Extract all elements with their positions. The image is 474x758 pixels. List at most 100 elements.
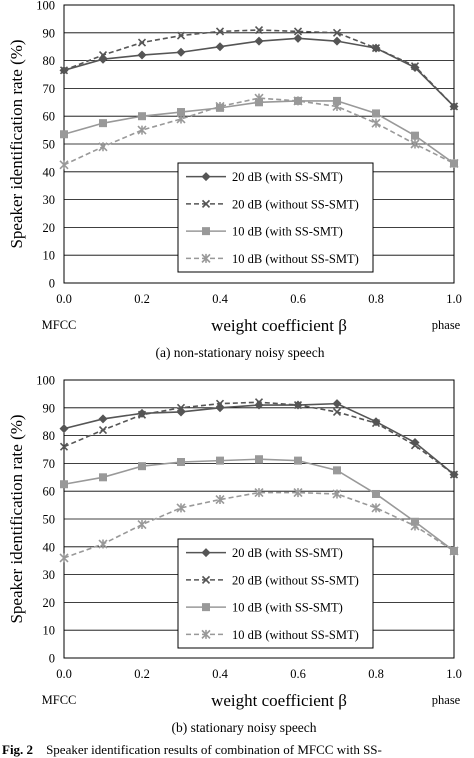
- star-marker: [410, 521, 420, 531]
- series-4: [59, 488, 459, 563]
- legend-entry-4: 10 dB (without SS-SMT): [232, 252, 359, 266]
- legend-entry-4: 10 dB (without SS-SMT): [232, 628, 359, 642]
- legend-box: [177, 538, 374, 649]
- diamond-marker: [215, 42, 225, 52]
- series-line: [63, 458, 455, 552]
- star-marker: [137, 519, 147, 530]
- x-marker: [201, 575, 211, 584]
- diamond-marker: [332, 36, 342, 46]
- square-marker: [177, 108, 185, 117]
- legend-box: [177, 162, 374, 273]
- x-tick-label: 0.8: [368, 292, 384, 306]
- y-tick-label: 50: [43, 513, 56, 527]
- star-marker: [215, 494, 225, 505]
- x-marker: [293, 400, 303, 410]
- series-line: [63, 97, 455, 166]
- chart-caption: (b) stationary noisy speech: [171, 720, 316, 735]
- legend-entry-3: 10 dB (with SS-SMT): [232, 225, 343, 239]
- x-tick-label: 0.4: [212, 667, 228, 681]
- star-marker: [254, 93, 264, 103]
- x-right-label: phase: [432, 318, 461, 332]
- star-marker: [371, 118, 381, 128]
- legend: 20 dB (with SS-SMT) 20 dB (without SS-SMT…: [177, 538, 374, 649]
- y-tick-label: 90: [43, 26, 56, 40]
- star-marker: [137, 125, 147, 135]
- diamond-marker: [98, 414, 108, 424]
- x-marker: [371, 419, 381, 428]
- y-tick-label: 100: [36, 0, 55, 13]
- square-marker: [177, 458, 185, 467]
- x-marker: [371, 44, 381, 53]
- square-marker: [99, 119, 107, 128]
- diamond-marker: [293, 33, 303, 43]
- x-marker: [201, 199, 211, 208]
- chart-a: 0 10 20 30 40 50 60 70 80 90 100 0.0 0.2 0.4 0.6 0.8 1.0…: [7, 0, 462, 360]
- y-tick-label: 20: [43, 596, 56, 610]
- star-marker: [410, 139, 420, 149]
- x-marker: [332, 28, 342, 37]
- series-line: [63, 491, 455, 559]
- x-marker: [137, 38, 147, 47]
- x-marker: [410, 441, 420, 450]
- x-right-label: phase: [432, 693, 461, 707]
- diamond-marker: [59, 424, 69, 434]
- square-marker: [202, 603, 210, 612]
- legend-entry-2: 20 dB (without SS-SMT): [232, 573, 359, 587]
- y-tick-label: 0: [49, 652, 55, 666]
- series-2: [59, 25, 459, 111]
- x-marker: [449, 102, 459, 111]
- diamond-marker: [137, 50, 147, 60]
- square-marker: [99, 473, 107, 482]
- star-marker: [449, 546, 459, 556]
- x-marker: [59, 66, 69, 75]
- star-marker: [176, 503, 186, 513]
- y-tick-label: 70: [43, 457, 56, 471]
- figure-caption-label: Fig. 2: [2, 742, 34, 757]
- star-marker: [449, 158, 459, 169]
- star-marker: [293, 488, 303, 498]
- x-tick-label: 0.4: [212, 292, 228, 306]
- y-tick-label: 10: [43, 249, 56, 263]
- star-marker: [293, 96, 303, 106]
- square-marker: [372, 489, 380, 498]
- x-tick-label: 0.2: [134, 292, 150, 306]
- x-tick-label: 0.6: [290, 667, 306, 681]
- x-tick-label: 1.0: [446, 292, 462, 306]
- y-tick-label: 30: [43, 568, 56, 582]
- x-marker: [59, 442, 69, 451]
- chart-caption: (a) non-stationary noisy speech: [155, 345, 324, 360]
- x-tick-label: 0.0: [56, 667, 72, 681]
- y-tick-label: 10: [43, 624, 56, 638]
- diamond-marker: [176, 47, 186, 57]
- square-marker: [138, 462, 146, 471]
- square-marker: [333, 466, 341, 475]
- series-3: [60, 96, 458, 168]
- diamond-marker: [201, 548, 211, 558]
- x-marker: [98, 425, 108, 435]
- y-tick-label: 40: [43, 540, 56, 554]
- x-marker: [332, 407, 342, 417]
- y-tick-label: 40: [43, 165, 56, 179]
- legend-entry-2: 20 dB (without SS-SMT): [232, 197, 359, 211]
- square-marker: [372, 109, 380, 118]
- x-tick-label: 1.0: [446, 667, 462, 681]
- chart-b: 0 10 20 30 40 50 60 70 80 90 100 0.0 0.2 0.4 0.6 0.8 1.0…: [7, 374, 462, 736]
- star-marker: [215, 101, 225, 112]
- square-marker: [216, 456, 224, 465]
- legend-entry-3: 10 dB (with SS-SMT): [232, 601, 343, 615]
- y-tick-label: 70: [43, 82, 56, 96]
- x-marker: [176, 403, 186, 412]
- x-marker: [254, 25, 264, 35]
- square-marker: [60, 480, 68, 489]
- diamond-marker: [332, 399, 342, 409]
- x-tick-label: 0.8: [368, 667, 384, 681]
- diamond-marker: [215, 403, 225, 413]
- x-tick-label: 0.0: [56, 292, 72, 306]
- x-marker: [254, 398, 264, 407]
- square-marker: [411, 131, 419, 140]
- x-left-label: MFCC: [42, 318, 77, 332]
- x-marker: [215, 27, 225, 36]
- x-marker: [293, 27, 303, 36]
- star-marker: [59, 553, 69, 563]
